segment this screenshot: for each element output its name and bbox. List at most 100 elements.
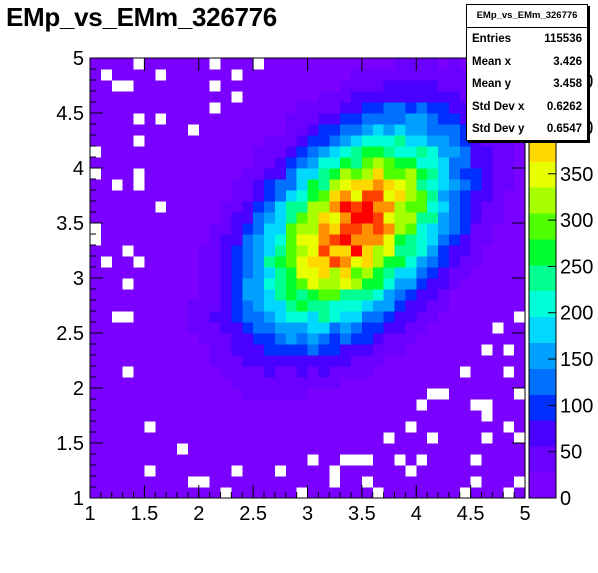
y-tick-label: 2: [73, 378, 84, 400]
heatmap-cell: [492, 355, 504, 367]
x-tick-label: 1.5: [130, 503, 158, 525]
heatmap-cell: [427, 267, 439, 279]
heatmap-cell: [155, 223, 167, 235]
heatmap-cell: [340, 267, 352, 279]
heatmap-cell: [253, 80, 265, 92]
heatmap-cell: [438, 146, 450, 158]
heatmap-cell: [438, 212, 450, 224]
heatmap-cell: [340, 212, 352, 224]
heatmap-cell: [231, 454, 243, 466]
heatmap-cell: [155, 487, 167, 499]
heatmap-cell: [470, 322, 482, 334]
heatmap-cell: [481, 388, 493, 400]
heatmap-cell: [242, 58, 254, 70]
heatmap-cell: [427, 69, 439, 81]
heatmap-cell: [492, 421, 504, 433]
heatmap-cell: [274, 355, 287, 367]
heatmap-cell: [122, 344, 134, 356]
heatmap-cell: [383, 443, 395, 455]
heatmap-cell: [307, 355, 319, 367]
heatmap-cell: [144, 58, 156, 70]
heatmap-cell: [285, 212, 297, 224]
heatmap-cell: [372, 399, 384, 411]
heatmap-cell: [264, 113, 276, 125]
heatmap-cell: [481, 465, 493, 477]
heatmap-cell: [361, 91, 374, 103]
heatmap-cell: [264, 388, 276, 400]
heatmap-cell: [448, 487, 461, 499]
heatmap-cell: [274, 267, 287, 279]
heatmap-cell: [405, 454, 417, 466]
heatmap-cell: [177, 212, 189, 224]
heatmap-cell: [416, 388, 428, 400]
heatmap-cell: [274, 113, 287, 125]
stats-row-mean-x: Mean x 3.426: [467, 51, 587, 74]
heatmap-cell: [318, 476, 330, 488]
heatmap-cell: [448, 135, 461, 147]
heatmap-cell: [177, 311, 189, 323]
heatmap-cell: [394, 245, 406, 257]
heatmap-cell: [187, 388, 200, 400]
heatmap-cell: [318, 443, 330, 455]
heatmap-cell: [492, 410, 504, 422]
heatmap-cell: [361, 333, 374, 345]
heatmap-cell: [438, 399, 450, 411]
heatmap-cell: [372, 69, 384, 81]
heatmap-cell: [340, 289, 352, 301]
heatmap-cell: [470, 432, 482, 444]
heatmap-cell: [405, 377, 417, 389]
heatmap-cell: [340, 69, 352, 81]
y-tick-label: 2.5: [56, 323, 84, 345]
heatmap-cell: [274, 245, 287, 257]
heatmap-cell: [264, 201, 276, 213]
heatmap-cell: [274, 465, 287, 477]
heatmap-cell: [361, 102, 374, 114]
heatmap-cell: [318, 465, 330, 477]
heatmap-cell: [438, 102, 450, 114]
heatmap-cell: [296, 355, 308, 367]
heatmap-cell: [329, 234, 341, 246]
heatmap-cell: [383, 421, 395, 433]
heatmap-cell: [503, 454, 515, 466]
heatmap-cell: [220, 212, 232, 224]
heatmap-cell: [264, 487, 276, 499]
heatmap-cell: [285, 113, 297, 125]
heatmap-cell: [155, 399, 167, 411]
heatmap-cell: [155, 311, 167, 323]
heatmap-cell: [177, 256, 189, 268]
heatmap-cell: [405, 146, 417, 158]
heatmap-cell: [231, 223, 243, 235]
heatmap-cell: [492, 157, 504, 169]
heatmap-cell: [470, 366, 482, 378]
heatmap-cell: [111, 355, 123, 367]
colorbar-segment: [529, 420, 556, 447]
heatmap-cell: [209, 212, 221, 224]
heatmap-cell: [329, 190, 341, 202]
heatmap-cell: [220, 58, 232, 70]
heatmap-cell: [253, 157, 265, 169]
heatmap-cell: [111, 344, 123, 356]
heatmap-cell: [144, 377, 156, 389]
heatmap-cell: [198, 245, 210, 257]
heatmap-cell: [144, 465, 156, 477]
stats-row-mean-y: Mean y 3.458: [467, 73, 587, 96]
heatmap-cell: [122, 223, 134, 235]
heatmap-cell: [100, 366, 113, 378]
heatmap-cell: [111, 311, 123, 323]
heatmap-cell: [459, 465, 471, 477]
heatmap-cell: [122, 91, 134, 103]
heatmap-cell: [416, 223, 428, 235]
heatmap-cell: [187, 366, 200, 378]
heatmap-cell: [111, 135, 123, 147]
heatmap-cell: [242, 377, 254, 389]
heatmap-cell: [155, 146, 167, 158]
heatmap-cell: [372, 388, 384, 400]
heatmap-cell: [340, 256, 352, 268]
heatmap-cell: [220, 157, 232, 169]
heatmap-cell: [438, 256, 450, 268]
heatmap-cell: [438, 190, 450, 202]
heatmap-cell: [514, 289, 526, 301]
heatmap-cell: [318, 322, 330, 334]
heatmap-cell: [416, 432, 428, 444]
heatmap-cell: [459, 234, 471, 246]
